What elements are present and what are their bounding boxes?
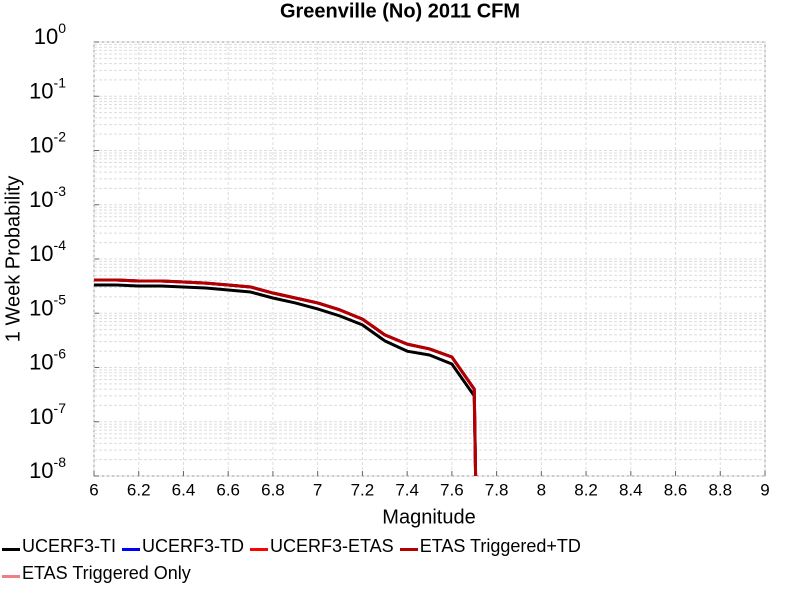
- legend-label: UCERF3-ETAS: [270, 536, 394, 556]
- y-tick-label: 10-2: [29, 128, 66, 157]
- y-tick-label: 10-5: [29, 291, 66, 320]
- x-tick-label: 6: [89, 480, 98, 499]
- y-tick-power: -6: [54, 345, 67, 361]
- y-tick-power: -3: [54, 182, 67, 198]
- legend-item: UCERF3-TI: [2, 536, 116, 557]
- y-tick-power: -8: [54, 454, 67, 470]
- y-tick-label: 10-6: [29, 345, 66, 374]
- x-tick-label: 7.8: [485, 480, 509, 499]
- y-tick-power: -2: [54, 128, 67, 144]
- y-tick-label: 10-3: [29, 182, 66, 211]
- x-tick-label: 7.4: [395, 480, 419, 499]
- legend-item: UCERF3-TD: [122, 536, 244, 557]
- y-tick-base: 10: [29, 241, 53, 266]
- x-tick-label: 7.6: [440, 480, 464, 499]
- x-tick-label: 8.4: [619, 480, 643, 499]
- y-tick-base: 10: [29, 78, 53, 103]
- y-tick-base: 10: [34, 24, 58, 49]
- y-tick-power: 0: [58, 20, 66, 36]
- legend-label: UCERF3-TI: [22, 536, 116, 556]
- x-tick-label: 6.2: [127, 480, 151, 499]
- x-tick-label: 9: [760, 480, 769, 499]
- x-tick-label: 6.6: [216, 480, 240, 499]
- legend-item: ETAS Triggered Only: [2, 563, 191, 584]
- chart: Greenville (No) 2011 CFM Magnitude 1 Wee…: [2, 0, 769, 528]
- legend-label: ETAS Triggered+TD: [419, 536, 581, 556]
- y-tick-base: 10: [29, 295, 53, 320]
- y-tick-label: 10-7: [29, 399, 66, 428]
- y-tick-label: 10-8: [29, 454, 66, 483]
- legend-swatch: [2, 575, 20, 578]
- x-tick-label: 6.8: [261, 480, 285, 499]
- legend-item: ETAS Triggered+TD: [399, 536, 581, 557]
- x-axis-label: Magnitude: [382, 506, 475, 528]
- x-tick-label: 8: [537, 480, 546, 499]
- series-line: [94, 278, 478, 476]
- y-axis-label: 1 Week Probability: [2, 176, 24, 342]
- y-tick-power: -5: [54, 291, 67, 307]
- y-tick-base: 10: [29, 349, 53, 374]
- y-tick-power: -7: [54, 399, 67, 415]
- x-tick-label: 8.6: [664, 480, 688, 499]
- x-tick-label: 7.2: [351, 480, 375, 499]
- x-tick-label: 7: [313, 480, 322, 499]
- y-tick-power: -4: [54, 237, 67, 253]
- legend: UCERF3-TI UCERF3-TD UCERF3-ETAS ETAS Trigge…: [2, 536, 662, 584]
- x-tick-label: 8.8: [708, 480, 732, 499]
- legend-item: UCERF3-ETAS: [250, 536, 394, 557]
- series-line: [94, 283, 478, 476]
- y-tick-base: 10: [29, 404, 53, 429]
- legend-label: UCERF3-TD: [142, 536, 244, 556]
- y-tick-label: 100: [34, 20, 66, 49]
- x-tick-label: 8.2: [574, 480, 598, 499]
- chart-title: Greenville (No) 2011 CFM: [280, 0, 520, 22]
- x-tick-label: 6.4: [172, 480, 196, 499]
- legend-swatch: [122, 548, 140, 551]
- y-tick-label: 10-1: [29, 74, 66, 103]
- legend-swatch: [399, 548, 418, 551]
- legend-swatch: [2, 548, 20, 551]
- legend-swatch: [250, 548, 268, 551]
- y-tick-base: 10: [29, 458, 53, 483]
- y-tick-power: -1: [54, 74, 67, 90]
- legend-label: ETAS Triggered Only: [22, 563, 191, 583]
- y-tick-base: 10: [29, 187, 53, 212]
- y-tick-label: 10-4: [29, 237, 66, 266]
- y-tick-base: 10: [29, 132, 53, 157]
